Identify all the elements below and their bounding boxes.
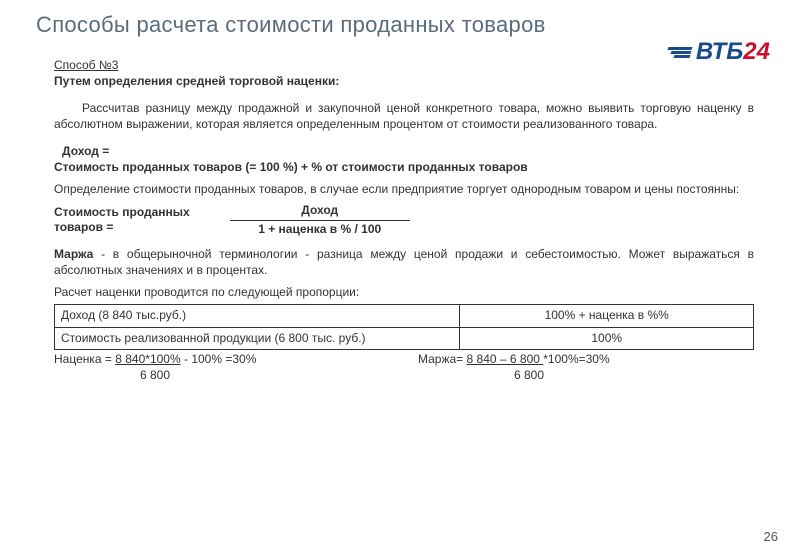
- income-eq-rhs: Стоимость проданных товаров (= 100 %) + …: [54, 160, 754, 176]
- markup-label: Наценка =: [54, 352, 115, 366]
- condition-text: Определение стоимости проданных товаров,…: [54, 182, 754, 198]
- cost-formula: Стоимость проданных товаров = Доход 1 + …: [54, 203, 754, 237]
- cell-cost: Стоимость реализованной продукции (6 800…: [55, 327, 460, 350]
- logo-brand: ВТБ: [696, 38, 743, 65]
- brand-logo: ВТБ24: [668, 38, 770, 66]
- slide: Способы расчета стоимости проданных това…: [0, 0, 800, 554]
- markup-tail: - 100% =30%: [184, 352, 256, 366]
- cell-income: Доход (8 840 тыс.руб.): [55, 305, 460, 328]
- paragraph-intro: Рассчитав разницу между продажной и заку…: [54, 101, 754, 132]
- frac-lhs-2: товаров =: [54, 220, 190, 236]
- logo-text: ВТБ24: [696, 38, 770, 66]
- markup-frac-top: 8 840*100%: [115, 352, 180, 366]
- proportion-table: Доход (8 840 тыс.руб.) 100% + наценка в …: [54, 304, 754, 350]
- logo-suffix: 24: [743, 38, 770, 65]
- income-eq-label: Доход =: [62, 144, 754, 160]
- margin-denominator: 6 800: [514, 368, 610, 384]
- calc-intro: Расчет наценки проводится по следующей п…: [54, 285, 754, 301]
- margin-definition: Маржа - в общерыночной терминологии - ра…: [54, 247, 754, 278]
- frac-denominator: 1 + наценка в % / 100: [258, 221, 381, 238]
- logo-wing-icon: [668, 47, 692, 58]
- margin-term: Маржа: [54, 247, 93, 261]
- markup-denominator: 6 800: [140, 368, 418, 384]
- margin-label: Маржа=: [418, 352, 463, 366]
- method-title: Путем определения средней торговой нацен…: [54, 74, 754, 90]
- slide-title: Способы расчета стоимости проданных това…: [0, 0, 800, 38]
- margin-rest: - в общерыночной терминологии - разница …: [54, 247, 754, 277]
- cell-income-pct: 100% + наценка в %%: [460, 305, 754, 328]
- frac-numerator: Доход: [277, 203, 362, 220]
- margin-frac-top: 8 840 – 6 800: [467, 352, 544, 366]
- content: Способ №3 Путем определения средней торг…: [0, 38, 800, 384]
- table-row: Доход (8 840 тыс.руб.) 100% + наценка в …: [55, 305, 754, 328]
- margin-tail: *100%=30%: [543, 352, 609, 366]
- table-row: Стоимость реализованной продукции (6 800…: [55, 327, 754, 350]
- page-number: 26: [764, 529, 778, 544]
- cell-cost-pct: 100%: [460, 327, 754, 350]
- frac-lhs-1: Стоимость проданных: [54, 205, 190, 221]
- footer-calculations: Наценка = 8 840*100% - 100% =30% 6 800 М…: [54, 352, 754, 383]
- method-label: Способ №3: [54, 58, 754, 74]
